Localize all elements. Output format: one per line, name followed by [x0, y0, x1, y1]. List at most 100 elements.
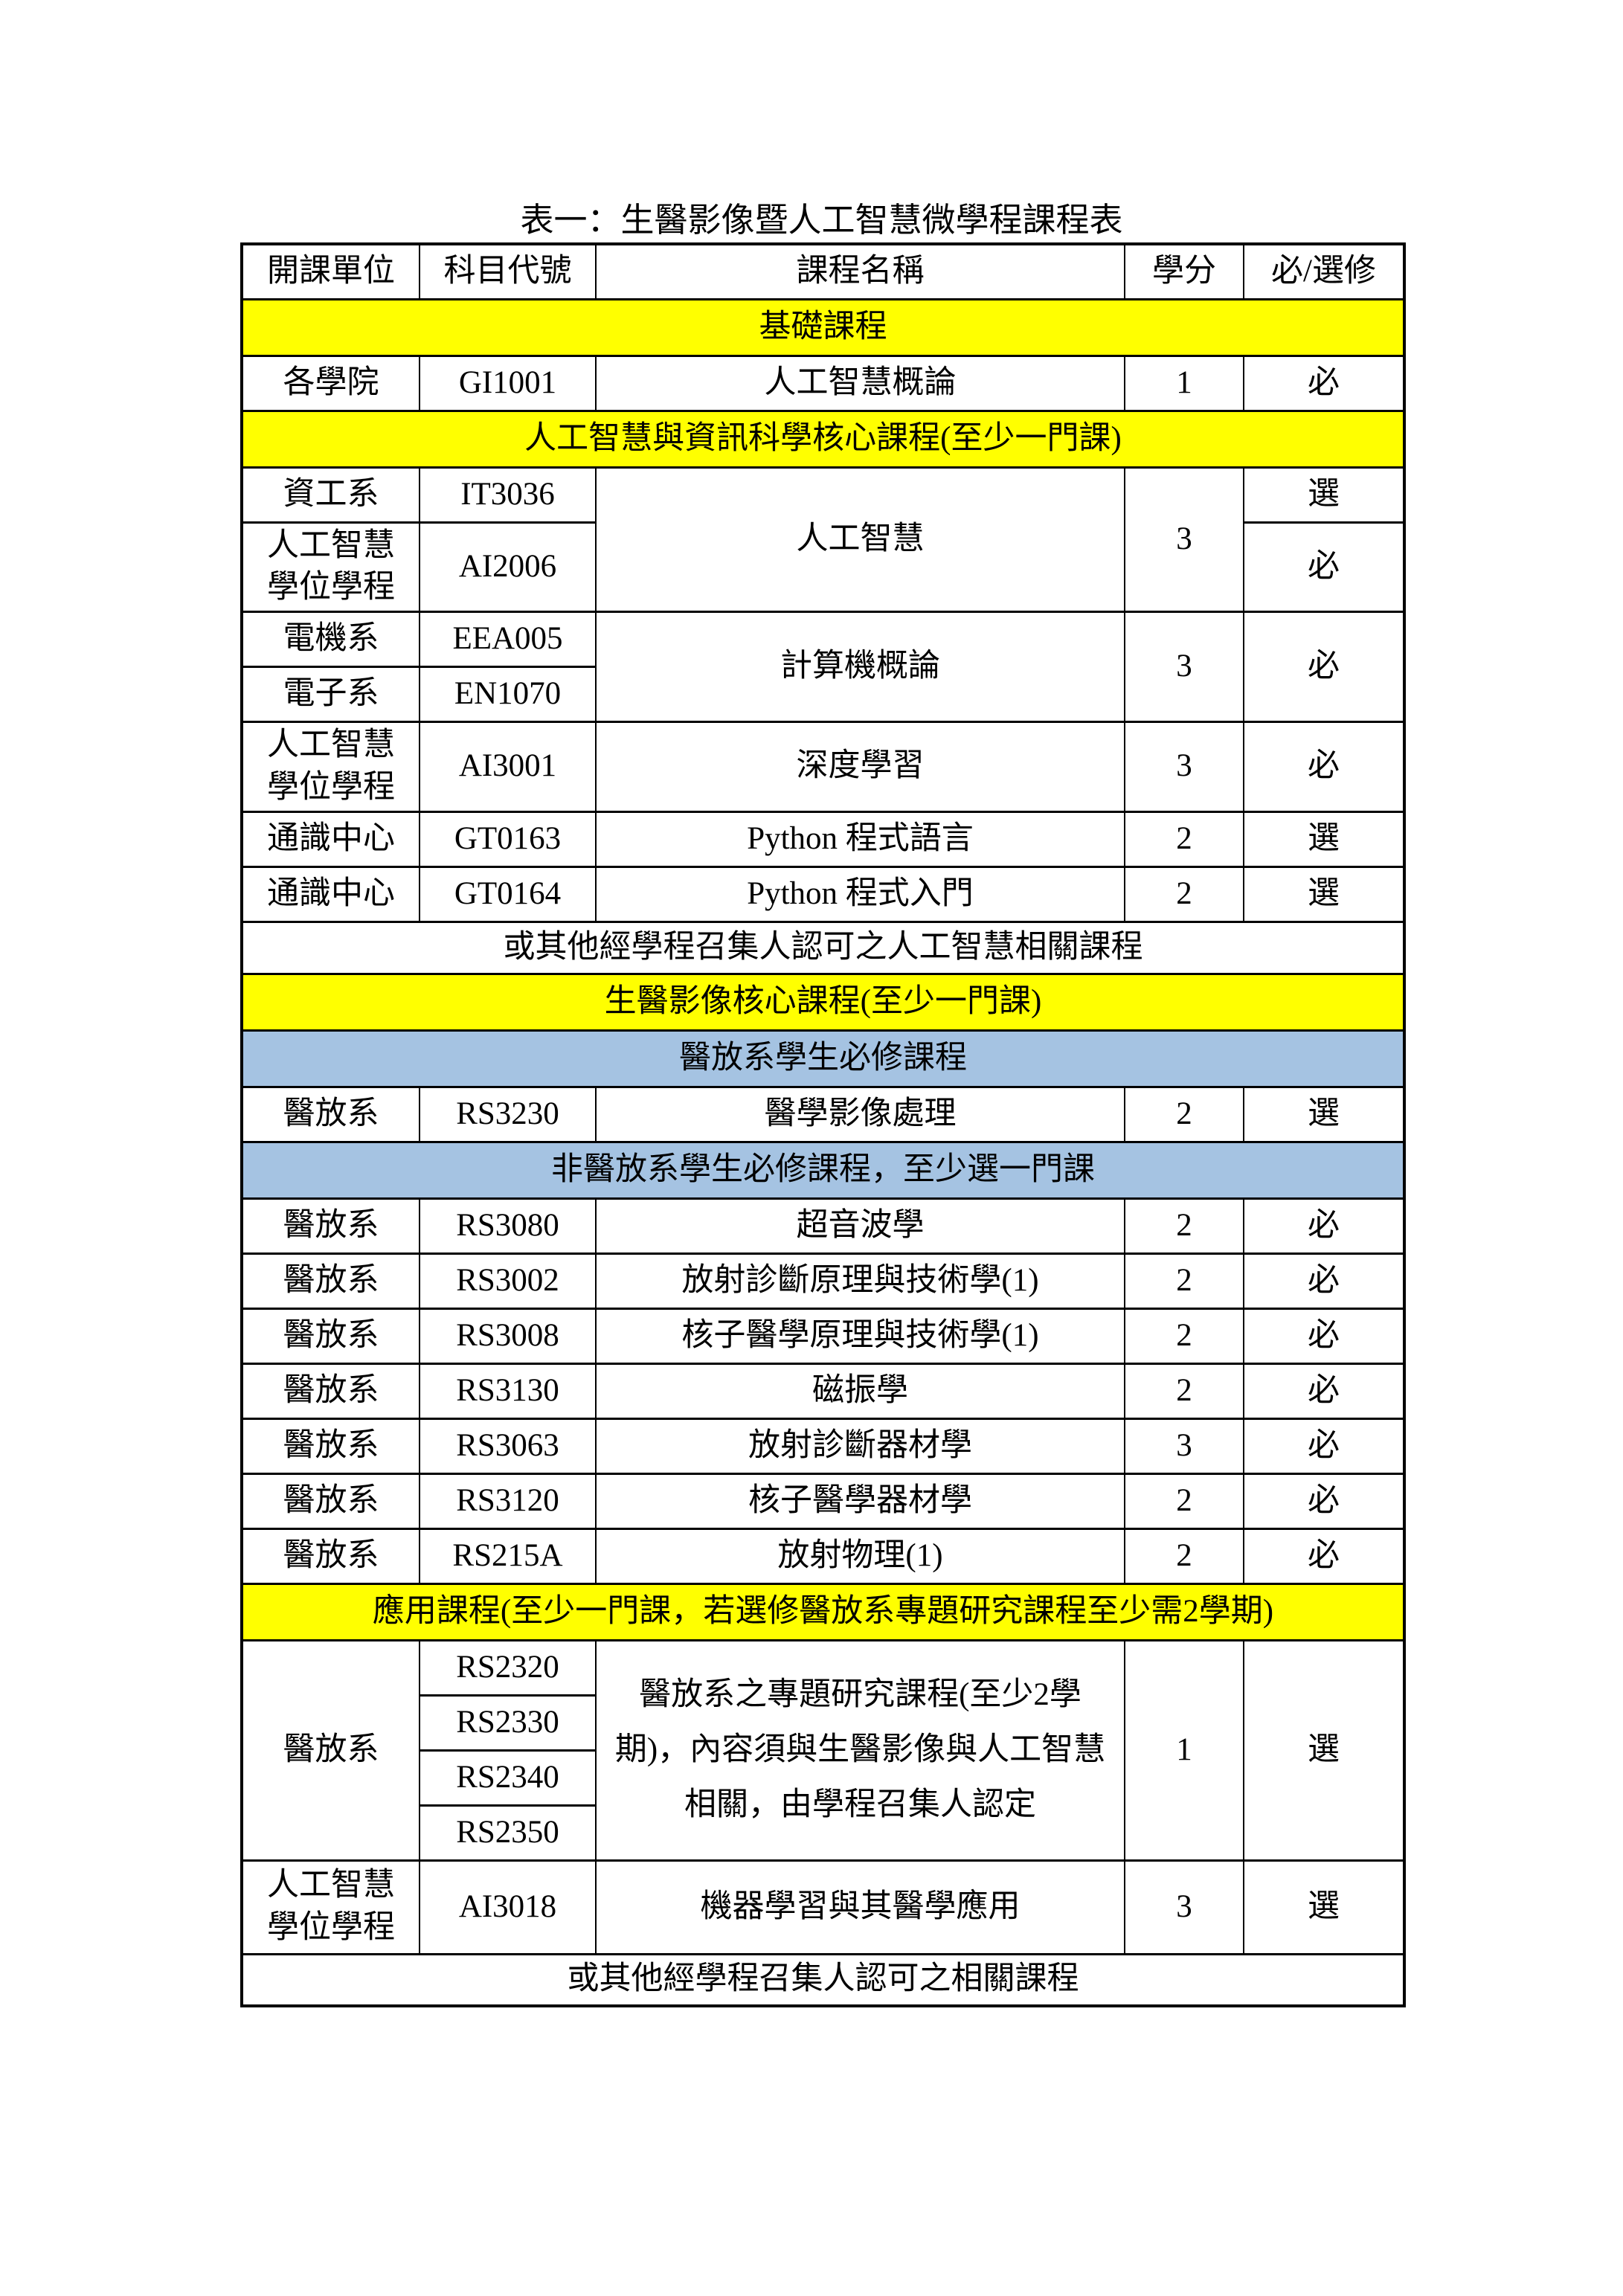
- name-cell: 機器學習與其醫學應用: [595, 1859, 1125, 1955]
- credits-cell: 2: [1124, 1527, 1244, 1585]
- credits-cell: 3: [1124, 1417, 1244, 1475]
- unit-cell: 醫放系: [241, 1197, 420, 1255]
- code-cell: IT3036: [419, 466, 597, 524]
- table-row: 電子系 EN1070: [241, 666, 1404, 723]
- note-row: 或其他經學程召集人認可之人工智慧相關課程: [241, 920, 1405, 975]
- unit-cell: 醫放系: [241, 1527, 420, 1585]
- name-cell: 放射診斷器材學: [595, 1417, 1125, 1475]
- credits-cell: 2: [1124, 1085, 1244, 1143]
- required-cell: 必: [1243, 1362, 1405, 1420]
- name-cell: 醫放系之專題研究課程(至少2學期)，內容須與生醫影像與人工智慧相關，由學程召集人…: [595, 1639, 1125, 1862]
- column-header-code: 科目代號: [419, 242, 597, 300]
- credits-cell: 3: [1124, 721, 1244, 813]
- table-row: 醫放系 RS3130 磁振學 2 必: [241, 1362, 1405, 1420]
- section-label: 應用課程(至少一門課，若選修醫放系專題研究課程至少需2學期): [241, 1582, 1405, 1641]
- column-header-credits: 學分: [1124, 242, 1244, 300]
- table-header-row: 開課單位 科目代號 課程名稱 學分 必/選修: [241, 242, 1405, 300]
- name-cell: 超音波學: [595, 1197, 1125, 1255]
- code-cell: RS3230: [419, 1085, 597, 1143]
- code-cell: RS3002: [419, 1252, 597, 1310]
- credits-cell: 2: [1124, 1472, 1244, 1530]
- table-row: 醫放系 RS3002 放射診斷原理與技術學(1) 2 必: [241, 1252, 1405, 1310]
- name-cell: 人工智慧概論: [595, 354, 1125, 412]
- column-header-required: 必/選修: [1243, 242, 1405, 300]
- subsection-row: 非醫放系學生必修課程，至少選一門課: [241, 1140, 1405, 1200]
- unit-cell: 醫放系: [241, 1417, 420, 1475]
- code-cell: RS215A: [419, 1527, 597, 1585]
- name-cell: 放射物理(1): [595, 1527, 1125, 1585]
- name-cell: 磁振學: [595, 1362, 1125, 1420]
- code-cell: AI2006: [419, 521, 597, 613]
- required-cell: 必: [1243, 521, 1405, 613]
- unit-cell: 人工智慧學位學程: [241, 521, 420, 613]
- column-header-unit: 開課單位: [241, 242, 420, 300]
- name-cell: 放射診斷原理與技術學(1): [595, 1252, 1125, 1310]
- table-row: 通識中心 GT0164 Python 程式入門 2 選: [241, 865, 1405, 923]
- column-header-name: 課程名稱: [595, 242, 1125, 300]
- code-cell: RS3120: [419, 1472, 597, 1530]
- note-row: 或其他經學程召集人認可之相關課程: [241, 1952, 1405, 2007]
- required-cell: 選: [1243, 466, 1405, 524]
- required-cell: 必: [1243, 611, 1405, 723]
- credits-cell: 2: [1124, 810, 1244, 868]
- required-cell: 選: [1243, 1639, 1405, 1862]
- table-row: 電機系 EEA005 計算機概論 3 必: [241, 611, 1405, 723]
- code-cell: RS3063: [419, 1417, 597, 1475]
- table-row: 人工智慧學位學程 AI3018 機器學習與其醫學應用 3 選: [241, 1859, 1405, 1955]
- table-row: 醫放系 RS215A 放射物理(1) 2 必: [241, 1527, 1405, 1585]
- unit-cell: 醫放系: [241, 1472, 420, 1530]
- table-row: RS2340: [242, 1749, 1404, 1807]
- name-cell: 核子醫學器材學: [595, 1472, 1125, 1530]
- name-cell: 人工智慧: [595, 466, 1125, 613]
- credits-cell: 3: [1124, 611, 1244, 723]
- code-cell: GT0164: [419, 865, 597, 923]
- subsection-row: 醫放系學生必修課程: [241, 1029, 1405, 1088]
- table-row: 醫放系 RS3008 核子醫學原理與技術學(1) 2 必: [241, 1307, 1405, 1365]
- name-cell: 醫學影像處理: [595, 1085, 1125, 1143]
- code-cell: RS2350: [419, 1804, 597, 1862]
- required-cell: 必: [1243, 1472, 1405, 1530]
- unit-cell: 醫放系: [241, 1362, 420, 1420]
- section-row: 應用課程(至少一門課，若選修醫放系專題研究課程至少需2學期): [241, 1582, 1405, 1641]
- name-cell: Python 程式語言: [595, 810, 1125, 868]
- code-cell: GT0163: [419, 810, 597, 868]
- credits-cell: 2: [1124, 1197, 1244, 1255]
- name-cell: 深度學習: [595, 721, 1125, 813]
- required-cell: 必: [1243, 354, 1405, 412]
- code-cell: EEA005: [419, 611, 597, 668]
- name-cell: 核子醫學原理與技術學(1): [595, 1307, 1125, 1365]
- unit-cell: 醫放系: [241, 1085, 420, 1143]
- section-row: 生醫影像核心課程(至少一門課): [241, 972, 1405, 1032]
- section-row: 基礎課程: [241, 298, 1405, 357]
- subsection-label: 非醫放系學生必修課程，至少選一門課: [241, 1140, 1405, 1200]
- unit-cell: 各學院: [241, 354, 420, 412]
- name-cell: Python 程式入門: [595, 865, 1125, 923]
- required-cell: 必: [1243, 1252, 1405, 1310]
- name-cell: 計算機概論: [595, 611, 1125, 723]
- required-cell: 必: [1243, 1197, 1405, 1255]
- note-text: 或其他經學程召集人認可之人工智慧相關課程: [241, 920, 1405, 975]
- table-row: 醫放系 RS2320 醫放系之專題研究課程(至少2學期)，內容須與生醫影像與人工…: [241, 1639, 1405, 1862]
- code-cell: RS2340: [419, 1749, 597, 1807]
- section-label: 生醫影像核心課程(至少一門課): [241, 972, 1405, 1032]
- subsection-label: 醫放系學生必修課程: [241, 1029, 1405, 1088]
- code-cell: EN1070: [419, 666, 597, 723]
- unit-cell: 資工系: [241, 466, 420, 524]
- page-title: 表一：生醫影像暨人工智慧微學程課程表: [520, 202, 1123, 239]
- credits-cell: 3: [1124, 466, 1244, 613]
- table-row: 各學院 GI1001 人工智慧概論 1 必: [241, 354, 1405, 412]
- table-row: 醫放系 RS3120 核子醫學器材學 2 必: [241, 1472, 1405, 1530]
- unit-cell: 電機系: [241, 611, 420, 668]
- section-label: 基礎課程: [241, 298, 1405, 357]
- credits-cell: 2: [1124, 1252, 1244, 1310]
- credits-cell: 2: [1124, 1307, 1244, 1365]
- required-cell: 選: [1243, 1859, 1405, 1955]
- unit-cell: 通識中心: [241, 865, 420, 923]
- code-cell: RS2330: [419, 1694, 597, 1752]
- code-cell: RS2320: [419, 1639, 597, 1697]
- table-row: 人工智慧學位學程 AI2006 必: [241, 521, 1405, 613]
- table-row: 醫放系 RS3063 放射診斷器材學 3 必: [241, 1417, 1405, 1475]
- credits-cell: 3: [1124, 1859, 1244, 1955]
- table-row: 醫放系 RS3230 醫學影像處理 2 選: [241, 1085, 1405, 1143]
- unit-cell: 醫放系: [241, 1639, 420, 1862]
